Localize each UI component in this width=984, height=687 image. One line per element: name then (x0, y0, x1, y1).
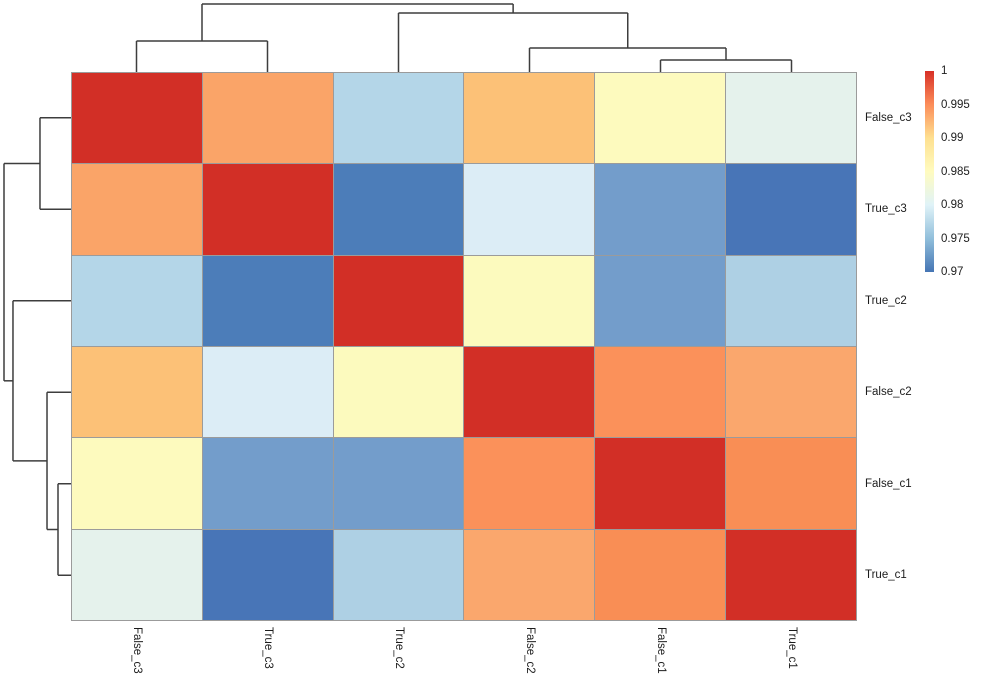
legend-tick-label: 0.995 (941, 98, 970, 111)
column-label: True_c3 (262, 627, 274, 669)
heatmap-cell (464, 255, 595, 346)
heatmap-cell (464, 164, 595, 255)
heatmap-cell (333, 438, 464, 529)
heatmap-cell (726, 438, 856, 529)
row-label: True_c3 (865, 203, 907, 216)
row-label: False_c1 (865, 477, 912, 490)
heatmap-grid (71, 72, 857, 621)
heatmap-cell (72, 438, 202, 529)
heatmap-cell (72, 164, 202, 255)
row-label: False_c2 (865, 386, 912, 399)
heatmap-cell (595, 438, 726, 529)
legend-tick-label: 0.98 (941, 199, 964, 211)
heatmap-cell (595, 255, 726, 346)
heatmap-cell (333, 73, 464, 164)
legend-tick-label: 0.985 (941, 165, 970, 178)
legend-gradient-bar (925, 71, 934, 272)
heatmap-cell (726, 255, 856, 346)
column-label: False_c3 (131, 627, 143, 674)
legend-tick-label: 1 (941, 65, 948, 77)
heatmap-cell (595, 164, 726, 255)
heatmap-cell (333, 255, 464, 346)
heatmap-cell (72, 73, 202, 164)
heatmap-cell (464, 438, 595, 529)
heatmap-cell (595, 73, 726, 164)
heatmap-cell (202, 438, 333, 529)
column-label: True_c1 (786, 627, 798, 669)
heatmap-cell (464, 529, 595, 620)
heatmap-cell (202, 529, 333, 620)
row-label: True_c2 (865, 294, 907, 307)
heatmap-cell (726, 73, 856, 164)
legend-tick-label: 0.97 (941, 266, 964, 278)
column-label: False_c2 (524, 627, 536, 674)
heatmap-cell (464, 347, 595, 438)
heatmap-cell (202, 347, 333, 438)
row-label: True_c1 (865, 569, 907, 582)
row-label: False_c3 (865, 111, 912, 124)
heatmap-cell (333, 529, 464, 620)
heatmap-cell (333, 164, 464, 255)
column-label: True_c2 (393, 627, 405, 669)
heatmap-cell (595, 529, 726, 620)
heatmap-cell (202, 73, 333, 164)
heatmap-cell (72, 255, 202, 346)
heatmap-cell (72, 529, 202, 620)
heatmap-cell (726, 347, 856, 438)
heatmap-cell (726, 164, 856, 255)
heatmap-cell (726, 529, 856, 620)
heatmap-cell (333, 347, 464, 438)
heatmap-cell (464, 73, 595, 164)
legend-tick-label: 0.99 (941, 132, 964, 144)
heatmap-cell (202, 164, 333, 255)
column-label: False_c1 (655, 627, 667, 674)
heatmap-cell (202, 255, 333, 346)
legend-tick-label: 0.975 (941, 232, 970, 245)
heatmap-cell (72, 347, 202, 438)
heatmap-cell (595, 347, 726, 438)
